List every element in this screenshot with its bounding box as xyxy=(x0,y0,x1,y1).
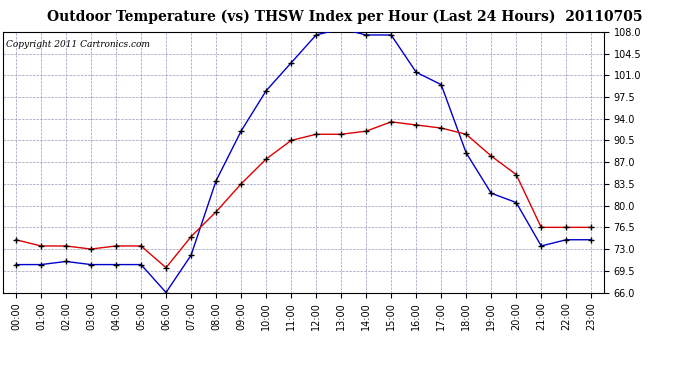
Text: Outdoor Temperature (vs) THSW Index per Hour (Last 24 Hours)  20110705: Outdoor Temperature (vs) THSW Index per … xyxy=(47,9,643,24)
Text: Copyright 2011 Cartronics.com: Copyright 2011 Cartronics.com xyxy=(6,40,150,49)
